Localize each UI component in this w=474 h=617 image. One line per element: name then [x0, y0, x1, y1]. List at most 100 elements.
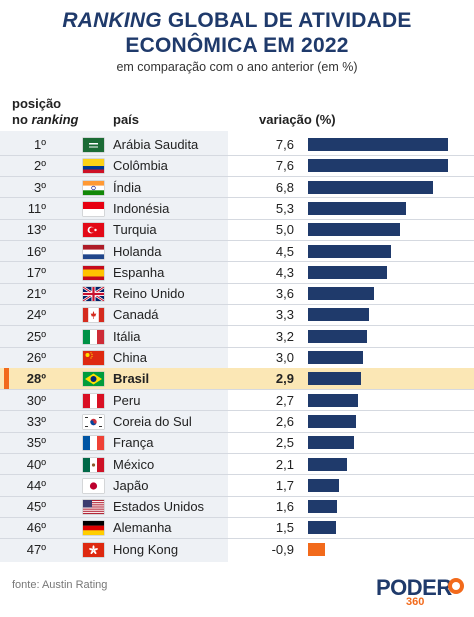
- rank-label: 16º: [26, 243, 46, 259]
- germany-flag-icon: [83, 521, 104, 536]
- bar: [308, 201, 406, 215]
- mexico-flag-icon: [83, 457, 104, 472]
- rank-label: 24º: [26, 307, 46, 323]
- bar: [308, 393, 358, 407]
- united-states-flag-icon: [83, 500, 104, 515]
- france-flag-icon: [83, 436, 104, 451]
- rank-header-prefix: no: [12, 112, 28, 127]
- logo-number: 360: [406, 596, 425, 608]
- south-korea-flag-icon: [83, 414, 104, 429]
- row-divider: [0, 410, 474, 412]
- row-divider: [0, 474, 474, 476]
- value-label: 5,0: [275, 222, 294, 238]
- country-column-header: país: [113, 112, 140, 127]
- table-row: 26º China 3,0: [0, 347, 474, 368]
- table-row: 46º Alemanha 1,5: [0, 517, 474, 538]
- value-label: 1,7: [275, 477, 294, 493]
- spain-flag-icon: [83, 265, 104, 280]
- source-note: fonte: Austin Rating: [12, 579, 108, 591]
- bar: [308, 244, 391, 258]
- value-label: 2,7: [275, 392, 294, 408]
- value-label: 2,1: [275, 456, 294, 472]
- country-label: México: [113, 456, 155, 472]
- chart-subtitle: em comparação com o ano anterior (em %): [116, 60, 358, 74]
- row-divider: [0, 176, 474, 178]
- rank-header-italic: ranking: [31, 112, 79, 127]
- country-label: Estados Unidos: [113, 499, 205, 515]
- saudi-arabia-flag-icon: [83, 138, 104, 152]
- value-label: 6,8: [275, 179, 294, 195]
- row-divider: [0, 154, 474, 156]
- table-row: 40º México 2,1: [0, 454, 474, 475]
- country-label: França: [113, 435, 154, 451]
- row-divider: [0, 516, 474, 518]
- country-label: Reino Unido: [113, 286, 185, 302]
- value-label: 3,3: [275, 307, 294, 323]
- rank-label: 46º: [26, 520, 46, 536]
- canada-flag-icon: [83, 308, 104, 323]
- table-row: 25º Itália 3,2: [0, 326, 474, 347]
- table-row: 24º Canadá 3,3: [0, 304, 474, 325]
- value-label: -0,9: [271, 541, 294, 557]
- united-kingdom-flag-icon: [83, 287, 104, 302]
- value-label: 7,6: [275, 137, 294, 152]
- country-label: Espanha: [113, 264, 165, 280]
- rank-label: 40º: [26, 456, 46, 472]
- table-row: 2º Colômbia 7,6: [0, 155, 474, 176]
- rank-label: 30º: [26, 392, 46, 408]
- row-divider: [0, 282, 474, 284]
- row-divider: [0, 197, 474, 199]
- bar: [308, 287, 375, 301]
- brazil-flag-icon: [83, 372, 104, 387]
- country-label: Índia: [113, 179, 142, 195]
- rank-label: 28º: [26, 371, 46, 387]
- row-divider: [0, 453, 474, 454]
- value-label: 1,6: [275, 499, 294, 515]
- bar: [308, 265, 388, 279]
- rank-header-line-1: posição: [12, 96, 62, 111]
- row-divider: [0, 346, 474, 348]
- japan-flag-icon: [83, 478, 104, 493]
- title-line-1: RANKING GLOBAL DE ATIVIDADE: [0, 8, 474, 33]
- rank-label: 2º: [34, 158, 46, 174]
- peru-flag-icon: [83, 393, 104, 408]
- bar: [308, 414, 356, 428]
- rank-column-header: posição no ranking: [12, 96, 78, 128]
- table-row: 47º Hong Kong -0,9: [0, 539, 474, 560]
- rank-label: 1º: [34, 137, 46, 152]
- title-rest: GLOBAL DE ATIVIDADE: [167, 9, 412, 32]
- rank-label: 33º: [26, 413, 46, 429]
- table-row: 17º Espanha 4,3: [0, 262, 474, 283]
- value-label: 1,5: [275, 520, 294, 536]
- bar: [308, 329, 367, 343]
- bar: [308, 500, 338, 514]
- value-label: 5,3: [275, 200, 294, 216]
- country-label: Arábia Saudita: [113, 137, 199, 152]
- value-label: 3,6: [275, 286, 294, 302]
- row-divider: [0, 325, 474, 327]
- country-label: Peru: [113, 392, 141, 408]
- table-row: 28º Brasil 2,9: [0, 368, 474, 390]
- bar: [308, 138, 448, 151]
- country-label: Holanda: [113, 243, 162, 259]
- bar: [308, 372, 362, 386]
- table-row: 30º Peru 2,7: [0, 390, 474, 411]
- indonesia-flag-icon: [83, 201, 104, 216]
- china-flag-icon: [83, 351, 104, 365]
- rank-label: 11º: [27, 200, 46, 216]
- country-label: Canadá: [113, 307, 159, 323]
- row-divider: [0, 538, 474, 540]
- rank-label: 35º: [26, 435, 46, 451]
- bar: [308, 351, 364, 364]
- rank-label: 25º: [26, 328, 46, 344]
- poder360-logo: PODER 360: [376, 575, 466, 613]
- row-divider: [0, 303, 474, 305]
- country-label: Hong Kong: [113, 541, 179, 557]
- rank-label: 47º: [26, 541, 46, 557]
- value-label: 2,5: [275, 435, 294, 451]
- table-row: 44º Japão 1,7: [0, 475, 474, 496]
- bar: [308, 478, 340, 492]
- table-row: 45º Estados Unidos 1,6: [0, 496, 474, 517]
- table-row: 33º Coreia do Sul 2,6: [0, 411, 474, 432]
- rank-label: 44º: [26, 477, 46, 493]
